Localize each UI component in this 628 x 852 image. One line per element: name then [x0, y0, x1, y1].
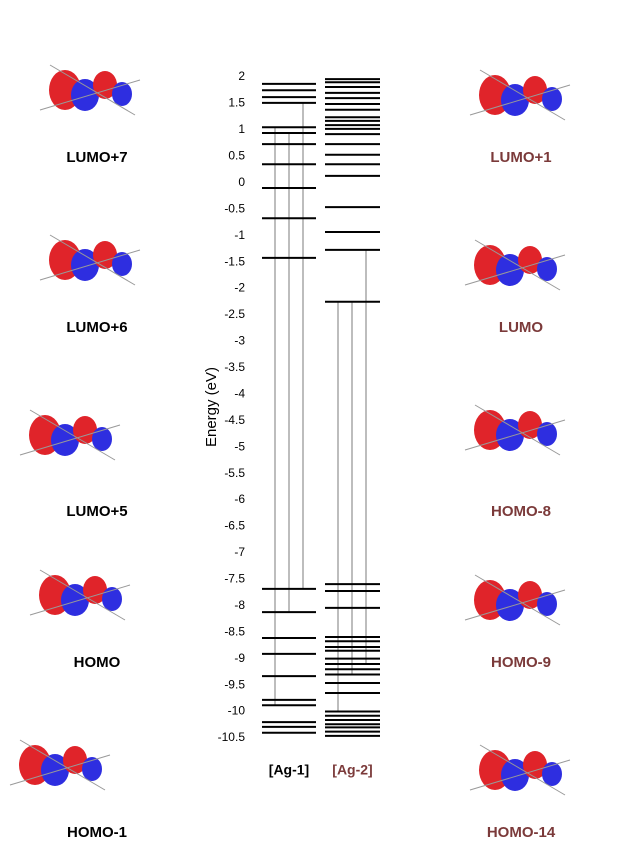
y-tick-label: -3.5 — [224, 360, 245, 374]
orbital-label: HOMO-14 — [487, 824, 556, 841]
y-tick-label: -2 — [234, 281, 245, 295]
y-tick-label: 0 — [238, 175, 245, 189]
y-tick-label: -3 — [234, 334, 245, 348]
series-label: [Ag-1] — [269, 762, 309, 778]
y-tick-label: -4.5 — [224, 413, 245, 427]
y-tick-label: -10 — [228, 704, 246, 718]
y-tick-label: -9 — [234, 651, 245, 665]
y-tick-label: -1.5 — [224, 254, 245, 268]
y-tick-label: -8 — [234, 598, 245, 612]
y-tick-label: 1 — [238, 122, 245, 136]
y-tick-label: -1 — [234, 228, 245, 242]
y-tick-label: -2.5 — [224, 307, 245, 321]
y-tick-label: -6.5 — [224, 519, 245, 533]
orbital-label: LUMO — [499, 319, 543, 336]
orbital-label: LUMO+7 — [66, 149, 127, 166]
y-tick-label: -5 — [234, 439, 245, 453]
orbital-label: LUMO+1 — [490, 149, 551, 166]
y-tick-label: 0.5 — [228, 148, 245, 162]
orbital-label: HOMO — [74, 654, 121, 671]
y-tick-label: -0.5 — [224, 201, 245, 215]
y-tick-label: -7 — [234, 545, 245, 559]
y-tick-label: -8.5 — [224, 624, 245, 638]
y-tick-label: -5.5 — [224, 466, 245, 480]
y-tick-label: 2 — [238, 69, 245, 83]
y-tick-label: -7.5 — [224, 572, 245, 586]
orbital-label: HOMO-1 — [67, 824, 127, 841]
y-tick-label: -6 — [234, 492, 245, 506]
series-label: [Ag-2] — [332, 762, 372, 778]
y-axis-label: Energy (eV) — [203, 367, 220, 447]
orbital-label: HOMO-9 — [491, 654, 551, 671]
y-tick-label: -4 — [234, 386, 245, 400]
y-tick-label: -9.5 — [224, 677, 245, 691]
y-tick-label: -10.5 — [218, 730, 246, 744]
orbital-label: LUMO+6 — [66, 319, 127, 336]
orbital-label: HOMO-8 — [491, 503, 551, 520]
orbital-label: LUMO+5 — [66, 503, 127, 520]
y-tick-label: 1.5 — [228, 96, 245, 110]
orbital-images-right — [464, 69, 571, 796]
orbital-images-left — [9, 64, 141, 791]
